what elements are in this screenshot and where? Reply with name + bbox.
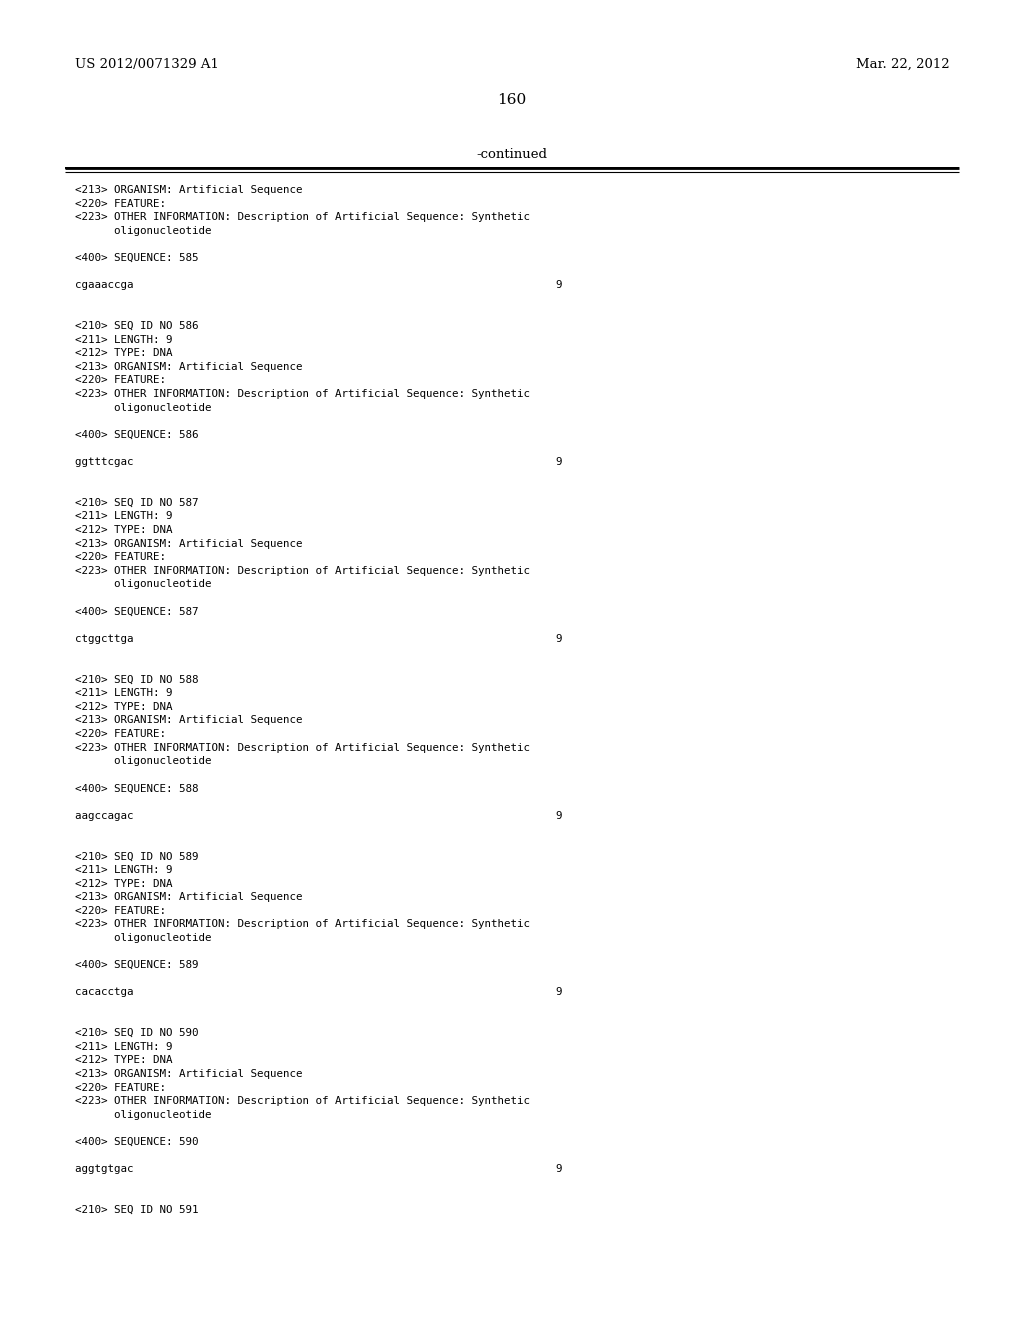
Text: oligonucleotide: oligonucleotide (75, 403, 212, 413)
Text: <220> FEATURE:: <220> FEATURE: (75, 198, 166, 209)
Text: <213> ORGANISM: Artificial Sequence: <213> ORGANISM: Artificial Sequence (75, 185, 302, 195)
Text: Mar. 22, 2012: Mar. 22, 2012 (856, 58, 950, 71)
Text: <223> OTHER INFORMATION: Description of Artificial Sequence: Synthetic: <223> OTHER INFORMATION: Description of … (75, 566, 530, 576)
Text: <211> LENGTH: 9: <211> LENGTH: 9 (75, 511, 172, 521)
Text: <400> SEQUENCE: 588: <400> SEQUENCE: 588 (75, 783, 199, 793)
Text: <220> FEATURE:: <220> FEATURE: (75, 552, 166, 562)
Text: -continued: -continued (476, 148, 548, 161)
Text: oligonucleotide: oligonucleotide (75, 579, 212, 590)
Text: <212> TYPE: DNA: <212> TYPE: DNA (75, 348, 172, 358)
Text: <223> OTHER INFORMATION: Description of Artificial Sequence: Synthetic: <223> OTHER INFORMATION: Description of … (75, 389, 530, 399)
Text: <213> ORGANISM: Artificial Sequence: <213> ORGANISM: Artificial Sequence (75, 892, 302, 902)
Text: cacacctga                                                                 9: cacacctga 9 (75, 987, 562, 998)
Text: oligonucleotide: oligonucleotide (75, 226, 212, 236)
Text: <212> TYPE: DNA: <212> TYPE: DNA (75, 702, 172, 711)
Text: <213> ORGANISM: Artificial Sequence: <213> ORGANISM: Artificial Sequence (75, 715, 302, 726)
Text: oligonucleotide: oligonucleotide (75, 933, 212, 942)
Text: <400> SEQUENCE: 585: <400> SEQUENCE: 585 (75, 253, 199, 263)
Text: <400> SEQUENCE: 586: <400> SEQUENCE: 586 (75, 430, 199, 440)
Text: <220> FEATURE:: <220> FEATURE: (75, 375, 166, 385)
Text: <210> SEQ ID NO 588: <210> SEQ ID NO 588 (75, 675, 199, 685)
Text: aggtgtgac                                                                 9: aggtgtgac 9 (75, 1164, 562, 1175)
Text: <213> ORGANISM: Artificial Sequence: <213> ORGANISM: Artificial Sequence (75, 1069, 302, 1078)
Text: US 2012/0071329 A1: US 2012/0071329 A1 (75, 58, 219, 71)
Text: <213> ORGANISM: Artificial Sequence: <213> ORGANISM: Artificial Sequence (75, 362, 302, 372)
Text: ctggcttga                                                                 9: ctggcttga 9 (75, 634, 562, 644)
Text: aagccagac                                                                 9: aagccagac 9 (75, 810, 562, 821)
Text: <211> LENGTH: 9: <211> LENGTH: 9 (75, 334, 172, 345)
Text: <210> SEQ ID NO 590: <210> SEQ ID NO 590 (75, 1028, 199, 1039)
Text: <212> TYPE: DNA: <212> TYPE: DNA (75, 525, 172, 535)
Text: oligonucleotide: oligonucleotide (75, 756, 212, 766)
Text: <210> SEQ ID NO 586: <210> SEQ ID NO 586 (75, 321, 199, 331)
Text: <220> FEATURE:: <220> FEATURE: (75, 1082, 166, 1093)
Text: <400> SEQUENCE: 590: <400> SEQUENCE: 590 (75, 1137, 199, 1147)
Text: <212> TYPE: DNA: <212> TYPE: DNA (75, 1056, 172, 1065)
Text: <211> LENGTH: 9: <211> LENGTH: 9 (75, 688, 172, 698)
Text: oligonucleotide: oligonucleotide (75, 1110, 212, 1119)
Text: <223> OTHER INFORMATION: Description of Artificial Sequence: Synthetic: <223> OTHER INFORMATION: Description of … (75, 213, 530, 222)
Text: <211> LENGTH: 9: <211> LENGTH: 9 (75, 865, 172, 875)
Text: <220> FEATURE:: <220> FEATURE: (75, 729, 166, 739)
Text: <220> FEATURE:: <220> FEATURE: (75, 906, 166, 916)
Text: <213> ORGANISM: Artificial Sequence: <213> ORGANISM: Artificial Sequence (75, 539, 302, 549)
Text: <400> SEQUENCE: 587: <400> SEQUENCE: 587 (75, 607, 199, 616)
Text: ggtttcgac                                                                 9: ggtttcgac 9 (75, 457, 562, 467)
Text: <210> SEQ ID NO 591: <210> SEQ ID NO 591 (75, 1205, 199, 1214)
Text: <212> TYPE: DNA: <212> TYPE: DNA (75, 879, 172, 888)
Text: 160: 160 (498, 92, 526, 107)
Text: <223> OTHER INFORMATION: Description of Artificial Sequence: Synthetic: <223> OTHER INFORMATION: Description of … (75, 1096, 530, 1106)
Text: <210> SEQ ID NO 589: <210> SEQ ID NO 589 (75, 851, 199, 862)
Text: <223> OTHER INFORMATION: Description of Artificial Sequence: Synthetic: <223> OTHER INFORMATION: Description of … (75, 743, 530, 752)
Text: <223> OTHER INFORMATION: Description of Artificial Sequence: Synthetic: <223> OTHER INFORMATION: Description of … (75, 920, 530, 929)
Text: <400> SEQUENCE: 589: <400> SEQUENCE: 589 (75, 960, 199, 970)
Text: <211> LENGTH: 9: <211> LENGTH: 9 (75, 1041, 172, 1052)
Text: cgaaaccga                                                                 9: cgaaaccga 9 (75, 280, 562, 290)
Text: <210> SEQ ID NO 587: <210> SEQ ID NO 587 (75, 498, 199, 508)
